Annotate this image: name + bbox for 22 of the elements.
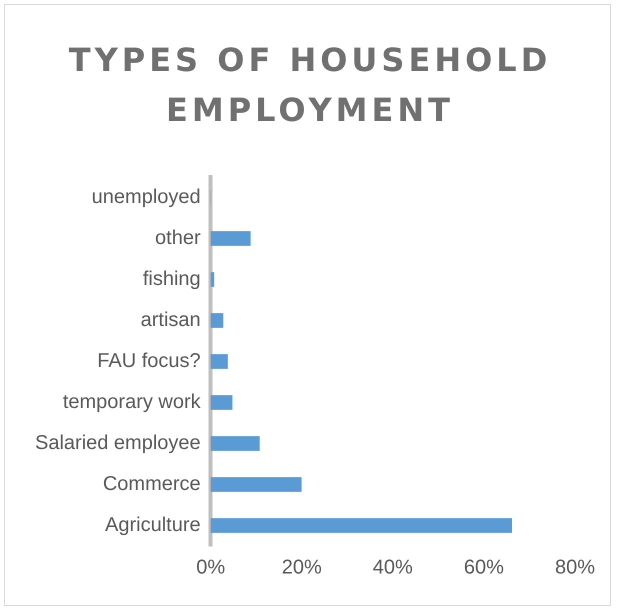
x-tick-label: 40%: [372, 556, 414, 579]
bar: [210, 477, 302, 492]
y-tick-label: fishing: [142, 268, 201, 290]
bar: [210, 518, 512, 533]
y-tick-label: temporary work: [62, 391, 202, 414]
chart-title: TYPES OF HOUSEHOLD EMPLOYMENT: [68, 40, 552, 131]
bar: [210, 354, 228, 369]
y-tick-label: Salaried employee: [35, 432, 201, 454]
y-tick-label: unemployed: [92, 186, 201, 208]
x-tick-label: 0%: [196, 556, 226, 579]
bar: [210, 313, 224, 328]
y-tick-label: artisan: [140, 309, 201, 332]
y-tick-label: Agriculture: [105, 514, 201, 536]
bar: [210, 231, 251, 246]
y-tick-label: Commerce: [102, 473, 201, 496]
x-tick-label: 60%: [464, 556, 504, 579]
x-tick-label: 20%: [282, 556, 322, 579]
x-tick-label: 80%: [554, 556, 596, 579]
bar: [210, 436, 260, 451]
y-tick-label: other: [155, 227, 201, 250]
bar: [210, 395, 232, 410]
y-tick-label: FAU focus?: [97, 350, 201, 372]
